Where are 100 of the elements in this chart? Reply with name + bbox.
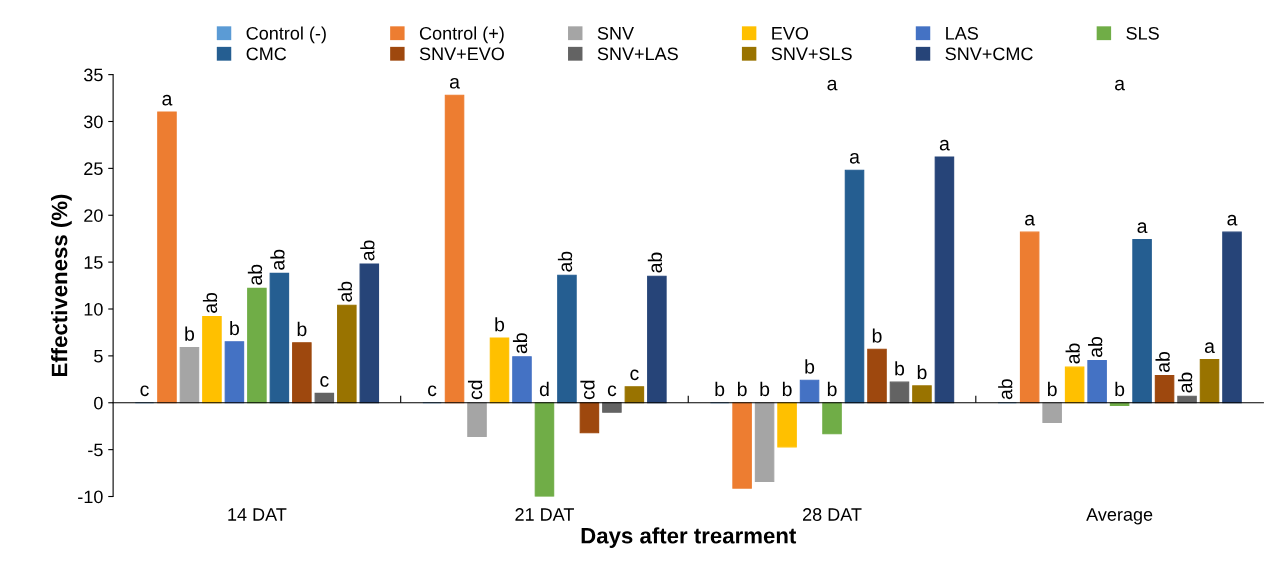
annotation: a (1115, 79, 1125, 91)
data-label: ab (1155, 351, 1170, 372)
bar (269, 272, 290, 404)
data-label: b (895, 361, 905, 376)
bar (799, 379, 820, 404)
data-label: ab (1065, 343, 1080, 364)
x-axis-title: Days after trearment (581, 527, 797, 548)
bar (202, 315, 222, 404)
data-label: ab (1088, 336, 1103, 357)
legend-label: SNV+SLS (771, 47, 852, 61)
legend-label: EVO (772, 26, 809, 40)
data-label: b (230, 320, 240, 336)
bar (224, 341, 245, 404)
data-label: c (320, 376, 329, 387)
legend-label: CMC (246, 47, 287, 61)
x-tick-label: 21 DAT (515, 508, 574, 521)
bar (732, 402, 752, 489)
data-label: a (1227, 214, 1238, 226)
bar (867, 348, 887, 404)
data-label: ab (202, 292, 218, 313)
data-label: ab (647, 252, 663, 273)
bar (647, 275, 667, 404)
x-tick-label: Average (1086, 508, 1153, 525)
data-label: b (495, 317, 505, 332)
bar (557, 274, 577, 404)
data-label: a (1204, 342, 1215, 354)
data-label: b (827, 381, 837, 397)
data-label: c (630, 369, 639, 381)
data-label: b (737, 381, 747, 397)
y-tick-label: 0 (94, 396, 103, 410)
data-label: b (872, 328, 882, 343)
data-label: ab (1177, 372, 1193, 393)
y-axis-title: Effectiveness (%) (51, 194, 72, 377)
data-label: b (185, 326, 195, 341)
y-tick-label: -5 (88, 443, 103, 457)
bar (1087, 360, 1107, 404)
data-label: ab (337, 281, 353, 302)
data-label: d (539, 381, 549, 397)
bar (1199, 359, 1220, 404)
y-tick-label: 35 (84, 68, 103, 82)
data-label: b (297, 321, 307, 337)
data-label: b (782, 381, 792, 397)
bar (292, 342, 312, 404)
legend-label: SLS (1126, 26, 1159, 40)
data-label: c (428, 385, 437, 397)
bar (579, 402, 600, 434)
data-label: a (162, 94, 173, 106)
annotation: a (827, 79, 838, 91)
data-label: a (1137, 222, 1148, 233)
bar (512, 356, 532, 404)
data-label: c (607, 385, 617, 397)
data-label: ab (512, 333, 528, 354)
data-label: b (760, 381, 770, 397)
bar (844, 169, 865, 404)
data-label: b (715, 381, 725, 397)
data-label: ab (270, 249, 285, 270)
data-label: a (449, 77, 460, 89)
y-tick-label: 30 (84, 115, 103, 129)
bar (157, 111, 177, 404)
legend-label: Control (+) (419, 26, 504, 44)
y-tick-label: 15 (84, 256, 103, 269)
bar (489, 337, 510, 404)
legend-label: SNV+CMC (945, 47, 1033, 61)
bar (624, 386, 645, 404)
bar (934, 156, 955, 404)
bar (1019, 231, 1040, 404)
legend-label: LAS (946, 26, 978, 40)
data-label: ab (998, 379, 1013, 400)
data-label: c (140, 385, 149, 397)
data-label: b (917, 364, 927, 380)
bar (1222, 231, 1242, 404)
bar (337, 304, 357, 404)
x-tick-label: 14 DAT (228, 508, 287, 521)
data-label: b (1115, 381, 1125, 397)
y-tick-label: 5 (94, 350, 103, 363)
y-tick-label: -10 (78, 490, 103, 504)
y-tick-label: 25 (84, 162, 103, 176)
data-label: a (1025, 214, 1036, 226)
bar (1064, 366, 1085, 404)
bar (602, 402, 622, 413)
bar (1154, 375, 1175, 404)
bar (777, 402, 797, 448)
bar (179, 346, 200, 404)
bar (1132, 239, 1152, 404)
bar (444, 94, 465, 404)
data-label: ab (360, 240, 375, 261)
bar (247, 287, 267, 404)
bar (889, 381, 910, 404)
data-label: ab (557, 251, 573, 272)
bar (359, 263, 380, 404)
bar (534, 402, 555, 497)
y-tick-label: 20 (84, 209, 103, 222)
data-label: cd (580, 380, 595, 400)
data-label: a (939, 139, 950, 151)
bar (912, 385, 932, 404)
bar (467, 402, 487, 438)
legend-label: Control (-) (246, 26, 326, 44)
legend-label: SNV+EVO (419, 47, 504, 61)
legend-label: SNV (597, 26, 634, 40)
legend-label: SNV+LAS (597, 47, 678, 61)
